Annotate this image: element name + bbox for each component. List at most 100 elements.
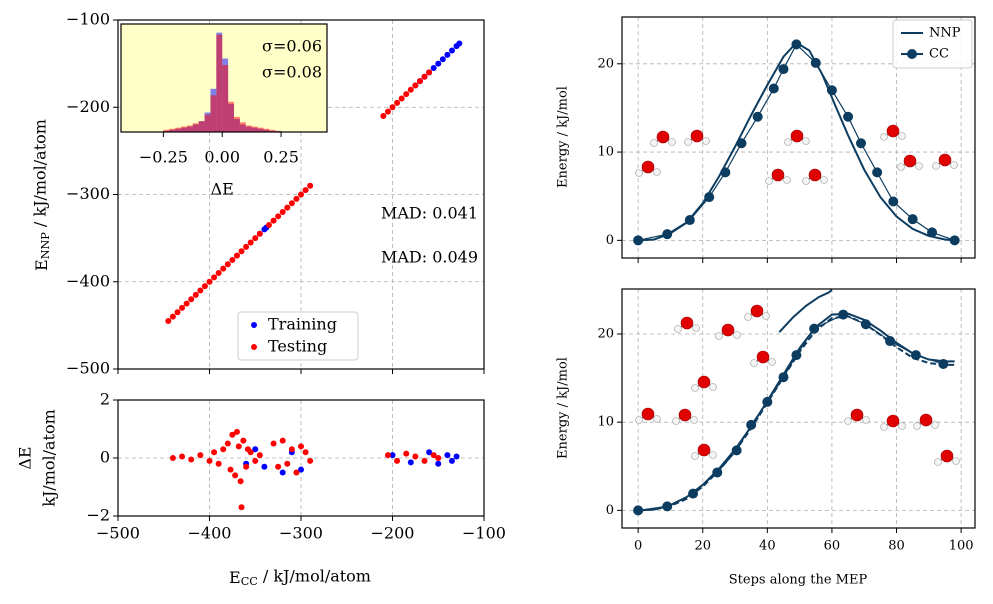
y-tick-label: −100	[66, 10, 110, 29]
plot-frame	[621, 288, 976, 529]
marker	[810, 57, 821, 68]
point	[224, 440, 231, 447]
axis-label: Energy / kJ/mol	[556, 357, 571, 459]
marker	[838, 309, 849, 320]
hydrogen-atom	[783, 176, 791, 184]
x-tick-label: 0	[634, 539, 642, 554]
point	[293, 469, 300, 476]
point	[238, 504, 245, 511]
hydrogen-atom	[744, 313, 752, 321]
point	[444, 51, 451, 58]
point	[238, 248, 245, 255]
marker	[910, 350, 921, 361]
point	[275, 213, 282, 220]
marker	[662, 229, 673, 240]
y-tick-label: 0	[606, 503, 614, 518]
point	[288, 446, 295, 453]
hydrogen-atom	[880, 423, 888, 431]
annotation: σ=0.06	[262, 37, 322, 56]
point	[243, 243, 250, 250]
point	[252, 235, 259, 242]
oxygen-atom	[756, 350, 770, 364]
point	[421, 73, 428, 80]
y-tick-label: −500	[66, 359, 110, 378]
oxygen-atom	[680, 316, 694, 330]
point	[220, 446, 227, 453]
point	[232, 472, 239, 479]
line	[778, 289, 833, 333]
oxygen-atom	[771, 168, 785, 182]
point	[243, 463, 250, 470]
point	[252, 457, 259, 464]
histogram-bar	[181, 126, 187, 132]
x-tick-label: 40	[759, 539, 776, 554]
hydrogen-atom	[691, 452, 699, 460]
histogram-bar	[263, 128, 270, 132]
point	[394, 99, 401, 106]
point	[307, 182, 314, 189]
x-tick-label: 0.00	[204, 148, 240, 167]
marker	[688, 488, 699, 499]
legend-label: Training	[268, 315, 337, 334]
legend-marker	[907, 49, 917, 59]
point	[252, 446, 259, 453]
point	[229, 256, 236, 263]
y-tick-label: −2	[86, 506, 110, 525]
hydrogen-atom	[880, 133, 888, 141]
x-tick-label: −100	[462, 524, 506, 543]
point	[448, 47, 455, 54]
oxygen-atom	[903, 154, 917, 168]
marker	[704, 192, 715, 203]
point	[380, 112, 387, 119]
hydrogen-atom	[931, 421, 939, 429]
x-tick-label: −400	[188, 524, 232, 543]
oxygen-atom	[697, 375, 711, 389]
axis-label: ENNP / kJ/mol/atom	[30, 119, 52, 271]
marker	[778, 372, 789, 383]
histogram-bar	[269, 129, 276, 132]
hydrogen-atom	[733, 331, 741, 339]
axis-label: kJ/mol/atom	[40, 409, 59, 507]
point	[444, 452, 451, 459]
point	[169, 455, 176, 461]
marker	[860, 319, 871, 330]
x-tick-label: 60	[824, 539, 841, 554]
point	[261, 463, 268, 470]
marker	[662, 501, 673, 512]
point	[215, 270, 222, 277]
hydrogen-atom	[635, 416, 643, 424]
point	[430, 452, 437, 459]
plot-frame	[621, 16, 976, 259]
marker	[736, 138, 747, 149]
hydrogen-atom	[692, 324, 700, 332]
inset-frame	[120, 23, 328, 133]
point	[227, 466, 234, 473]
marker	[791, 350, 802, 361]
point	[197, 287, 204, 294]
point	[275, 463, 282, 470]
marker	[746, 419, 757, 430]
hydrogen-atom	[653, 168, 661, 176]
hydrogen-atom	[820, 176, 828, 184]
hydrogen-atom	[672, 417, 680, 425]
marker	[927, 227, 938, 238]
legend-label: CC	[929, 47, 949, 62]
hydrogen-atom	[653, 415, 661, 423]
point	[224, 261, 231, 268]
point	[426, 449, 433, 456]
point	[302, 449, 309, 456]
point	[265, 222, 272, 229]
oxygen-atom	[940, 449, 954, 463]
histogram-bar	[234, 116, 240, 132]
y-tick-label: 20	[597, 326, 614, 341]
point	[233, 252, 240, 259]
histogram-bar	[186, 125, 193, 132]
marker	[768, 83, 779, 94]
x-tick-label: 0.25	[263, 148, 299, 167]
point	[220, 265, 227, 272]
histogram-bar	[175, 127, 182, 132]
oxygen-atom	[808, 168, 822, 182]
oxygen-atom	[656, 130, 670, 144]
hydrogen-atom	[784, 138, 792, 146]
point	[298, 466, 304, 473]
